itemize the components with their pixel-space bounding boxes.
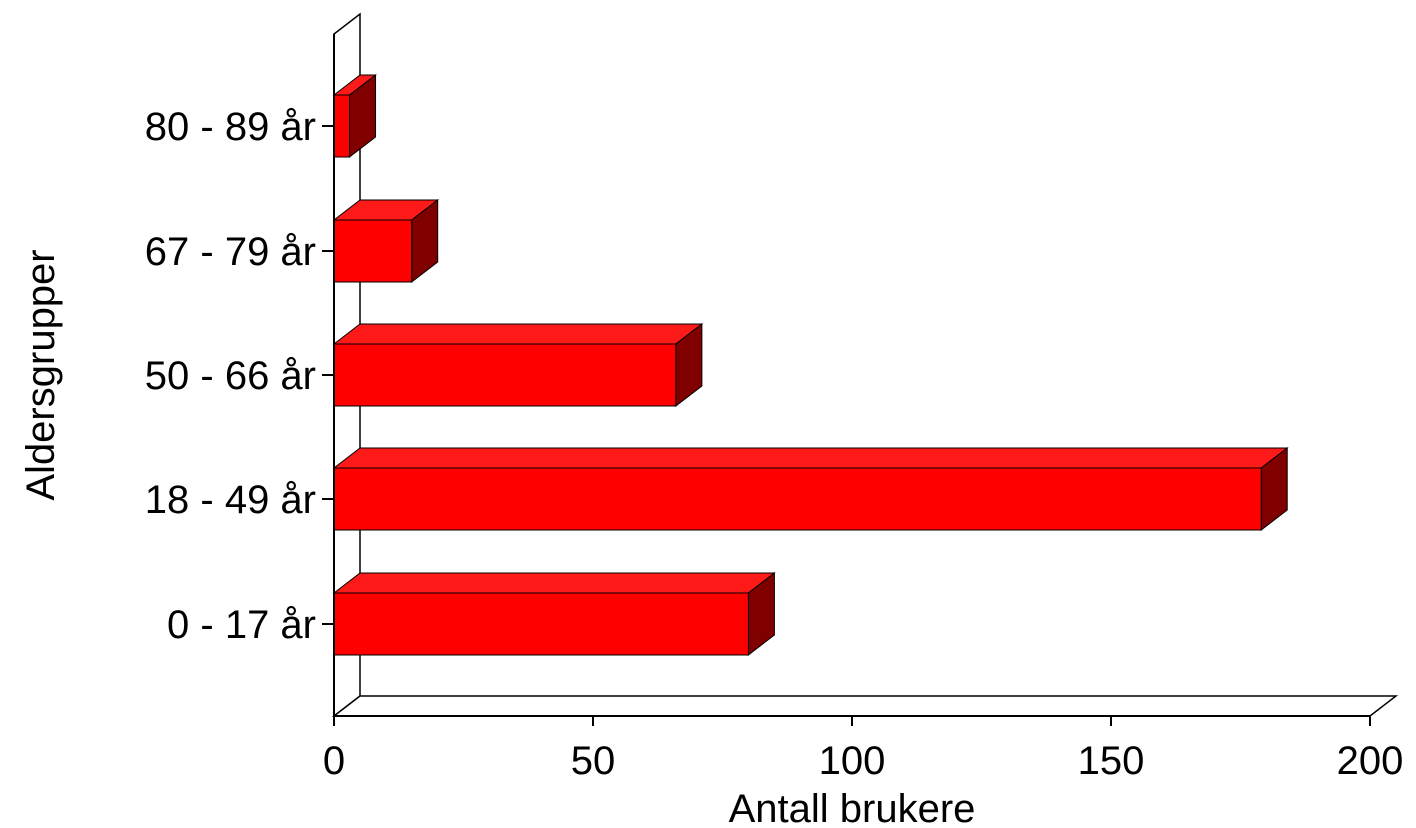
axes: 0 50 100 150 200 0 - 17 år 18 - 49 år 50 - 66 å… xyxy=(145,34,1404,783)
bar xyxy=(332,446,1289,532)
x-axis-title: Antall brukere xyxy=(729,787,976,828)
y-tick-label: 18 - 49 år xyxy=(145,478,316,522)
bar-top-face xyxy=(332,572,776,594)
bar-top-face xyxy=(332,323,704,345)
bar-top-face xyxy=(332,447,1289,469)
bars xyxy=(332,73,1289,657)
bar xyxy=(332,571,776,657)
x-tick-label: 200 xyxy=(1337,739,1404,783)
bar-front-face xyxy=(333,219,413,283)
bar xyxy=(332,322,704,408)
y-tick-label: 0 - 17 år xyxy=(167,603,316,647)
bar xyxy=(332,73,378,159)
bar-front-face xyxy=(333,94,351,158)
bar xyxy=(332,198,440,284)
y-tick-label: 67 - 79 år xyxy=(145,230,316,274)
x-tick-label: 0 xyxy=(323,739,345,783)
bar-front-face xyxy=(333,343,677,407)
x-tick-label: 50 xyxy=(571,739,616,783)
y-tick-label: 50 - 66 år xyxy=(145,354,316,398)
y-axis-title: Aldersgrupper xyxy=(19,249,63,500)
y-tick-label: 80 - 89 år xyxy=(145,105,316,149)
floor xyxy=(331,695,1399,717)
bar-front-face xyxy=(333,467,1262,531)
bar-front-face xyxy=(333,592,749,656)
x-tick-label: 150 xyxy=(1078,739,1145,783)
x-tick-label: 100 xyxy=(819,739,886,783)
